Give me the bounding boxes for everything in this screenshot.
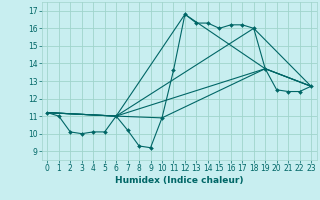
X-axis label: Humidex (Indice chaleur): Humidex (Indice chaleur)	[115, 176, 244, 185]
